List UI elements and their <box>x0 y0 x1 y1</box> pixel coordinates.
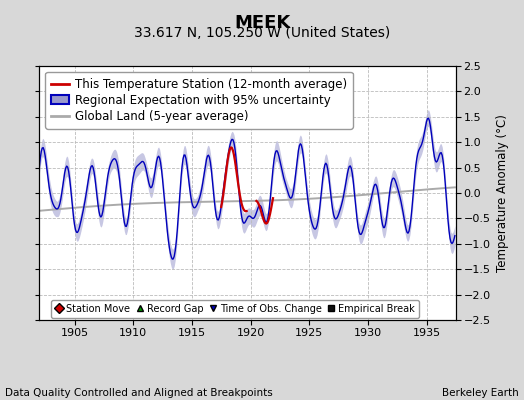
Text: MEEK: MEEK <box>234 14 290 32</box>
Text: 33.617 N, 105.250 W (United States): 33.617 N, 105.250 W (United States) <box>134 26 390 40</box>
Text: Berkeley Earth: Berkeley Earth <box>442 388 519 398</box>
Y-axis label: Temperature Anomaly (°C): Temperature Anomaly (°C) <box>496 114 509 272</box>
Legend: Station Move, Record Gap, Time of Obs. Change, Empirical Break: Station Move, Record Gap, Time of Obs. C… <box>51 300 419 318</box>
Text: Data Quality Controlled and Aligned at Breakpoints: Data Quality Controlled and Aligned at B… <box>5 388 273 398</box>
